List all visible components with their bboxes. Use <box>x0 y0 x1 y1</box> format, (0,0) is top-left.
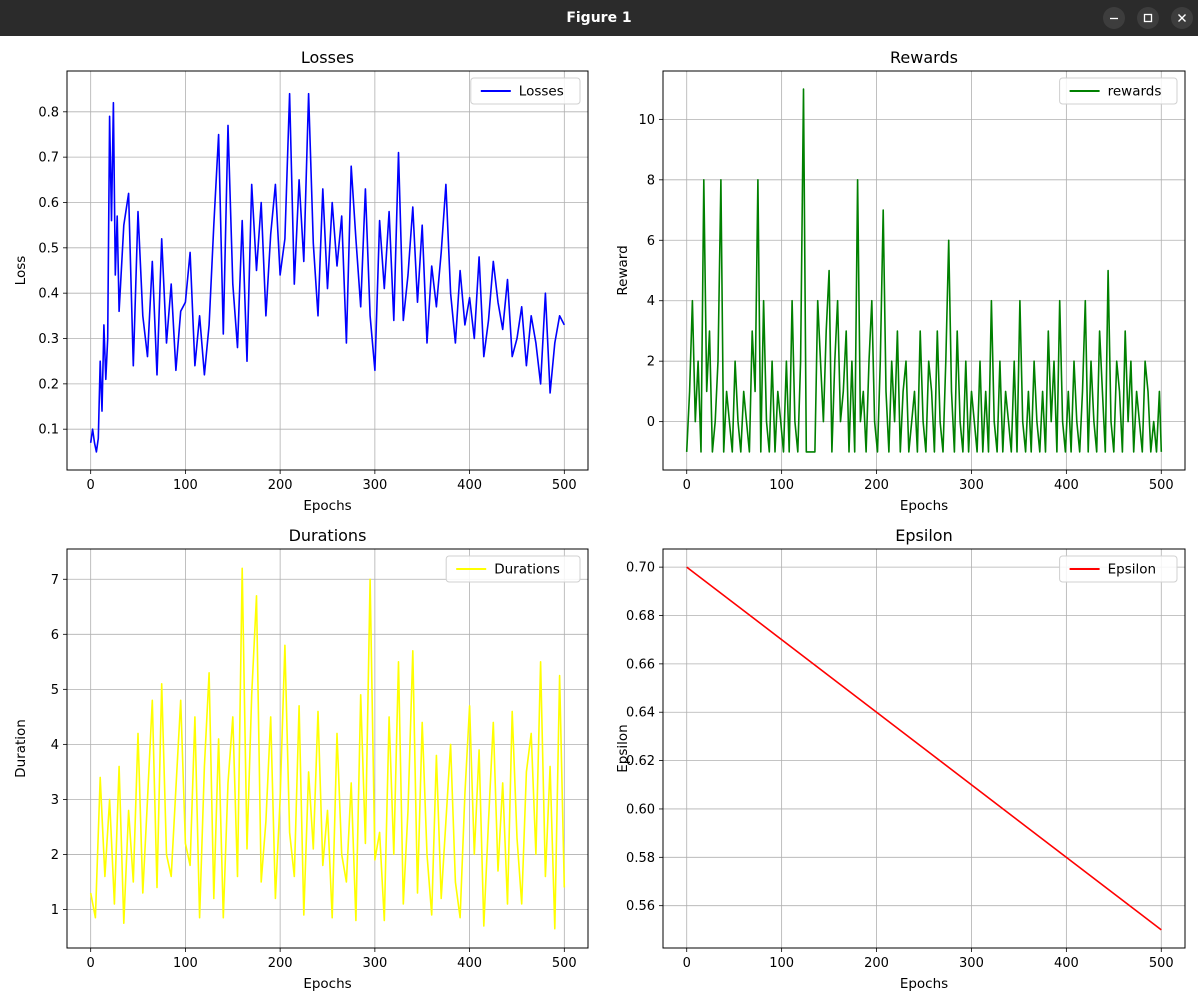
losses-ylabel: Loss <box>13 256 29 286</box>
losses-title: Losses <box>301 48 354 67</box>
rewards-xtick-label: 300 <box>959 478 984 493</box>
epsilon-series-line <box>686 566 1162 931</box>
rewards-xtick-label: 400 <box>1054 478 1079 493</box>
rewards-xlabel: Epochs <box>900 498 948 514</box>
losses-chart: 0 100 200 300 400 500 0.1 0.2 0.3 0.4 0.5 0.6 0.7 0.8… <box>13 48 589 514</box>
window-titlebar: Figure 1 <box>0 0 1198 36</box>
losses-ytick-label: 0.4 <box>38 287 59 302</box>
durations-ytick-label: 5 <box>51 683 59 698</box>
losses-ytick-label: 0.5 <box>38 241 59 256</box>
rewards-ytick-label: 10 <box>638 113 655 128</box>
rewards-ytick-label: 2 <box>647 355 655 370</box>
durations-legend: Durations <box>445 555 581 583</box>
window-title: Figure 1 <box>566 10 632 26</box>
epsilon-xtick-label: 0 <box>683 956 691 971</box>
rewards-legend-box <box>1059 77 1178 105</box>
durations-plot-frame <box>66 548 589 949</box>
rewards-series-line <box>685 88 1163 453</box>
durations-xtick-label: 400 <box>457 956 482 971</box>
rewards-title: Rewards <box>890 48 958 67</box>
epsilon-ytick-label: 0.68 <box>626 609 655 624</box>
rewards-chart: 0 100 200 300 400 500 0 2 4 6 8 10 Rewards Epochs Rewa… <box>615 48 1186 514</box>
epsilon-ytick-label: 0.70 <box>626 561 655 576</box>
losses-legend-box <box>470 77 581 105</box>
durations-legend-box <box>445 555 581 583</box>
epsilon-ytick-label: 0.56 <box>626 899 655 914</box>
epsilon-ytick-label: 0.58 <box>626 851 655 866</box>
rewards-ytick-label: 6 <box>647 234 655 249</box>
losses-ytick-label: 0.1 <box>38 423 59 438</box>
rewards-legend-label: rewards <box>1108 84 1162 100</box>
losses-ytick-label: 0.7 <box>38 151 59 166</box>
epsilon-legend: Epsilon <box>1059 555 1178 583</box>
durations-legend-label: Durations <box>494 562 560 578</box>
losses-series-line <box>89 92 566 453</box>
epsilon-plot-frame <box>662 548 1186 949</box>
losses-xtick-label: 300 <box>362 478 387 493</box>
rewards-xtick-label: 200 <box>864 478 889 493</box>
durations-ytick-label: 4 <box>51 738 59 753</box>
rewards-xtick-label: 500 <box>1149 478 1174 493</box>
epsilon-chart: 0 100 200 300 400 500 0.56 0.58 0.60 0.62 0.64 0.66… <box>615 526 1186 992</box>
minimize-button[interactable] <box>1103 7 1125 29</box>
epsilon-xtick-label: 200 <box>864 956 889 971</box>
rewards-legend: rewards <box>1059 77 1178 105</box>
durations-xtick-label: 100 <box>173 956 198 971</box>
maximize-icon <box>1143 13 1153 23</box>
durations-ytick-label: 2 <box>51 848 59 863</box>
durations-xtick-label: 200 <box>268 956 293 971</box>
losses-legend: Losses <box>470 77 581 105</box>
epsilon-ylabel: Epsilon <box>615 724 631 772</box>
losses-xtick-label: 400 <box>457 478 482 493</box>
rewards-ytick-label: 4 <box>647 294 655 309</box>
durations-chart: 0 100 200 300 400 500 1 2 3 4 5 6 7 Durations Epochs Du… <box>13 526 589 992</box>
durations-xtick-label: 300 <box>362 956 387 971</box>
rewards-ytick-label: 8 <box>647 173 655 188</box>
epsilon-ytick-label: 0.62 <box>626 754 655 769</box>
durations-title: Durations <box>289 526 367 545</box>
rewards-ytick-label: 0 <box>647 415 655 430</box>
minimize-icon <box>1110 17 1118 20</box>
epsilon-ytick-label: 0.64 <box>626 706 655 721</box>
epsilon-title: Epsilon <box>895 526 952 545</box>
durations-ylabel: Duration <box>13 719 29 778</box>
losses-ytick-label: 0.6 <box>38 196 59 211</box>
epsilon-xlabel: Epochs <box>900 976 948 992</box>
figure-canvas: 0 100 200 300 400 5000.10.20.30.40.50.60.70.8… <box>13 48 1186 992</box>
losses-xtick-label: 200 <box>268 478 293 493</box>
durations-xtick-label: 500 <box>552 956 577 971</box>
rewards-xtick-label: 100 <box>769 478 794 493</box>
durations-ytick-label: 3 <box>51 793 59 808</box>
rewards-ylabel: Reward <box>615 245 631 295</box>
losses-ytick-label: 0.8 <box>38 105 59 120</box>
losses-legend-label: Losses <box>519 84 564 100</box>
rewards-xtick-label: 0 <box>683 478 691 493</box>
losses-xlabel: Epochs <box>303 498 351 514</box>
losses-ytick-label: 0.3 <box>38 332 59 347</box>
epsilon-xtick-label: 300 <box>959 956 984 971</box>
losses-xtick-label: 500 <box>552 478 577 493</box>
epsilon-xtick-label: 100 <box>769 956 794 971</box>
epsilon-ytick-label: 0.66 <box>626 657 655 672</box>
durations-series-line <box>89 567 566 930</box>
rewards-plot-frame <box>662 70 1186 471</box>
losses-xtick-label: 0 <box>87 478 95 493</box>
epsilon-xtick-label: 400 <box>1054 956 1079 971</box>
epsilon-legend-label: Epsilon <box>1108 562 1156 578</box>
durations-ytick-label: 6 <box>51 628 59 643</box>
close-icon <box>1178 14 1186 22</box>
epsilon-legend-box <box>1059 555 1178 583</box>
epsilon-xtick-label: 500 <box>1149 956 1174 971</box>
maximize-button[interactable] <box>1137 7 1159 29</box>
close-button[interactable] <box>1171 7 1193 29</box>
durations-xtick-label: 0 <box>87 956 95 971</box>
durations-xlabel: Epochs <box>303 976 351 992</box>
losses-ytick-label: 0.2 <box>38 377 59 392</box>
durations-ytick-label: 7 <box>51 573 59 588</box>
epsilon-ytick-label: 0.60 <box>626 802 655 817</box>
losses-xtick-label: 100 <box>173 478 198 493</box>
durations-ytick-label: 1 <box>51 903 59 918</box>
losses-plot-frame <box>66 70 589 471</box>
